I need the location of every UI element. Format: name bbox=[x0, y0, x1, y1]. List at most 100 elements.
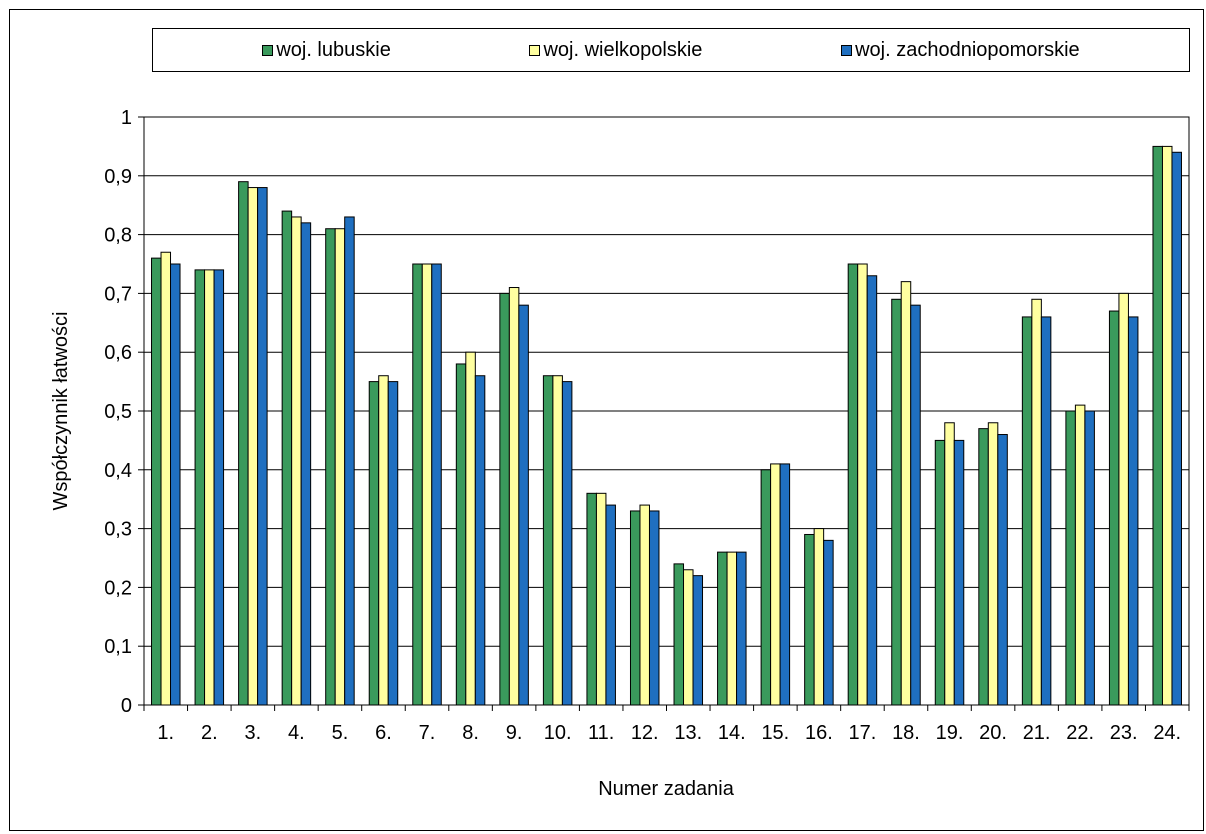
plot-area-border bbox=[143, 116, 1190, 706]
bar bbox=[692, 575, 704, 706]
axes bbox=[138, 116, 1190, 711]
legend-label-wielkopolskie: woj. wielkopolskie bbox=[543, 38, 703, 61]
x-tick-label: 20. bbox=[979, 722, 1007, 744]
bar bbox=[779, 463, 791, 706]
y-tick-label: 1 bbox=[121, 107, 132, 129]
bar bbox=[281, 210, 293, 706]
y-tick-label: 0,8 bbox=[104, 225, 132, 247]
bar bbox=[1127, 316, 1139, 706]
x-tick-label: 11. bbox=[588, 722, 614, 744]
x-tick-label: 7. bbox=[419, 722, 436, 744]
bar bbox=[204, 269, 215, 706]
x-tick-label: 6. bbox=[375, 722, 392, 744]
y-axis-title: Współczynnik łatwości bbox=[50, 312, 72, 511]
bar bbox=[1118, 292, 1129, 706]
bar bbox=[1074, 404, 1086, 706]
y-tick-label: 0,2 bbox=[104, 577, 132, 599]
bar bbox=[953, 439, 965, 706]
bar bbox=[978, 428, 989, 706]
x-tick-label: 17. bbox=[849, 722, 877, 744]
bar bbox=[518, 304, 529, 706]
legend-label-lubuskie: woj. lubuskie bbox=[276, 38, 391, 61]
legend-swatch-zachodniopomorskie bbox=[841, 44, 853, 56]
x-tick-label: 24. bbox=[1153, 722, 1181, 744]
bar bbox=[1171, 151, 1182, 706]
bar bbox=[847, 263, 859, 706]
x-tick-label: 21. bbox=[1023, 722, 1051, 744]
bar bbox=[499, 292, 510, 706]
bar bbox=[1152, 145, 1163, 706]
bar bbox=[770, 463, 781, 706]
bar bbox=[726, 551, 738, 706]
y-tick-label: 0,5 bbox=[104, 401, 132, 423]
bar bbox=[910, 304, 921, 706]
bar bbox=[1040, 316, 1052, 706]
y-tick-label: 0,7 bbox=[104, 283, 132, 305]
bar bbox=[465, 351, 476, 706]
bar bbox=[561, 381, 573, 706]
y-tick-labels: 0 0,1 0,2 0,3 0,4 0,5 0,6 0,7 0,8 0,9 1 bbox=[104, 107, 132, 717]
x-tick-labels: 1. 2. 3. 4. 5. 6. 7. 8. 9. 10. 11. 12. 13. 14. 15. 16. 1… bbox=[157, 722, 1181, 744]
bar bbox=[160, 251, 172, 706]
bar bbox=[508, 287, 520, 706]
bar bbox=[334, 228, 346, 706]
bar bbox=[378, 375, 389, 706]
bar bbox=[1031, 298, 1042, 706]
bars bbox=[151, 145, 1182, 706]
bar bbox=[997, 434, 1008, 706]
bar bbox=[412, 263, 423, 706]
x-tick-label: 10. bbox=[544, 722, 572, 744]
bar bbox=[648, 510, 660, 706]
y-tick-label: 0,1 bbox=[104, 636, 132, 658]
x-tick-label: 13. bbox=[674, 722, 702, 744]
legend-swatch-lubuskie bbox=[262, 44, 274, 56]
x-tick-label: 3. bbox=[245, 722, 262, 744]
bar bbox=[552, 375, 563, 706]
bar bbox=[247, 187, 259, 706]
bar bbox=[151, 257, 162, 706]
bar bbox=[683, 569, 694, 706]
legend-swatch-wielkopolskie bbox=[529, 44, 541, 56]
bar bbox=[300, 222, 312, 706]
bar bbox=[804, 533, 815, 706]
bar bbox=[595, 492, 607, 706]
x-tick-label: 8. bbox=[462, 722, 479, 744]
bar bbox=[813, 528, 825, 706]
bar bbox=[542, 375, 554, 706]
bar bbox=[170, 263, 181, 706]
legend-label-zachodniopomorskie: woj. zachodniopomorskie bbox=[855, 38, 1080, 61]
legend: woj. lubuskie woj. wielkopolskie woj. za… bbox=[152, 28, 1190, 72]
y-tick-label: 0,4 bbox=[104, 460, 132, 482]
bar bbox=[866, 275, 878, 706]
bar bbox=[717, 551, 728, 706]
bar bbox=[639, 504, 650, 706]
gridlines bbox=[144, 116, 1189, 647]
x-tick-label: 5. bbox=[332, 722, 349, 744]
bar bbox=[673, 563, 685, 706]
x-tick-label: 1. bbox=[157, 722, 174, 744]
bar bbox=[629, 510, 641, 706]
bar bbox=[605, 504, 616, 706]
bar bbox=[760, 469, 772, 706]
bar bbox=[900, 281, 912, 706]
bar bbox=[736, 551, 747, 706]
x-axis-title: Numer zadania bbox=[598, 778, 735, 800]
bar bbox=[857, 263, 868, 706]
bar bbox=[257, 187, 268, 706]
bar bbox=[238, 181, 249, 706]
y-tick-label: 0 bbox=[121, 695, 132, 717]
legend-item-lubuskie: woj. lubuskie bbox=[262, 39, 391, 62]
bar bbox=[455, 363, 467, 706]
bar bbox=[987, 422, 999, 706]
x-tick-label: 4. bbox=[288, 722, 305, 744]
x-tick-label: 2. bbox=[201, 722, 218, 744]
bar bbox=[368, 381, 380, 706]
bar bbox=[823, 539, 834, 706]
y-tick-label: 0,3 bbox=[104, 519, 132, 541]
y-tick-label: 0,9 bbox=[104, 166, 132, 188]
bar bbox=[431, 263, 442, 706]
x-tick-label: 19. bbox=[936, 722, 964, 744]
bar bbox=[474, 375, 486, 706]
bar bbox=[934, 439, 946, 706]
